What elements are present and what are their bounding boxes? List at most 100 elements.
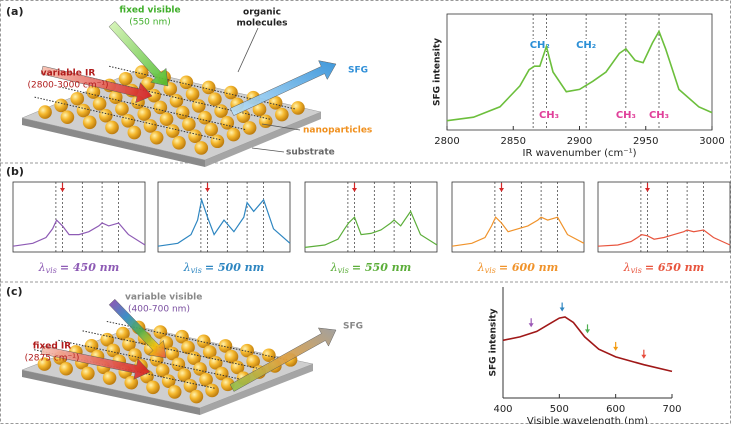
nanoparticle (37, 357, 52, 371)
x-axis-label: IR wavenumber (cm⁻¹) (523, 148, 637, 159)
marker-arrow-head (559, 307, 565, 312)
marker-arrow-head (645, 188, 650, 192)
annotation-bg (615, 109, 636, 121)
wavelength-label: λvis = 500 nm (183, 261, 265, 275)
beam-arrow (229, 60, 337, 116)
nanoparticle (100, 332, 115, 347)
molecule-layer (58, 339, 241, 380)
nanoparticle (181, 340, 195, 355)
nanoparticle (177, 368, 192, 382)
substrate-side (22, 370, 200, 415)
nanoparticle (214, 366, 229, 381)
nanoparticle (102, 371, 117, 385)
wavelength-label: λvis = 650 nm (623, 261, 705, 275)
nanoparticle (86, 85, 101, 99)
nanoparticle (167, 385, 182, 399)
nanoparticle (99, 108, 113, 123)
label-text: = 500 nm (205, 261, 264, 274)
nanoparticle (262, 348, 276, 363)
nanoparticle (153, 325, 168, 339)
nanoparticle (115, 102, 129, 116)
series-line (304, 210, 438, 248)
nanoparticle (82, 115, 97, 130)
nanoparticle (202, 345, 217, 359)
label: organic (243, 8, 281, 18)
beam-arrow (108, 20, 169, 87)
nanoparticle (81, 366, 95, 381)
nanoparticle (124, 375, 139, 390)
wavelength-label: λvis = 450 nm (38, 261, 120, 275)
nanoparticle (208, 92, 222, 107)
x-tick-label: 2950 (633, 136, 658, 147)
nanoparticle (189, 389, 204, 404)
label-subscript: vis (338, 266, 349, 275)
annotation-bg (649, 109, 669, 121)
nanoparticle (224, 85, 238, 100)
nanoparticle (54, 98, 68, 113)
plot-frame (12, 181, 146, 253)
label: variable IR (41, 69, 96, 79)
label: fixed visible (119, 6, 180, 16)
x-tick-label: 3000 (699, 136, 724, 147)
substrate-side (22, 118, 205, 167)
nanoparticle (199, 372, 213, 387)
nanoparticle (204, 122, 218, 137)
nanoparticle (240, 343, 254, 358)
plot-frame (157, 181, 291, 253)
nanoparticle (143, 119, 158, 133)
peak-annotation: CH₃ (616, 110, 636, 121)
label: (400-700 nm) (128, 305, 190, 315)
nanoparticle (198, 110, 212, 125)
beam-arrow (229, 327, 337, 392)
panel-label: (a) (6, 5, 23, 18)
marker-arrow-head (585, 329, 590, 334)
x-tick-label: 600 (606, 404, 625, 415)
nanoparticle (121, 113, 135, 128)
leader (237, 27, 259, 73)
nanoparticle (105, 120, 119, 135)
label: (2875 cm⁻¹) (25, 354, 80, 364)
molecule-layer (59, 86, 247, 131)
diagram-c-labels: variable visible (400-700 nm) fixed IR (… (25, 293, 363, 364)
nanoparticle (205, 383, 219, 398)
nanoparticle (149, 130, 164, 145)
peak-annotation: CH₂ (530, 40, 550, 51)
y-axis-label: SFG intensity (433, 38, 443, 106)
nanoparticle (147, 88, 161, 103)
series-line (597, 229, 731, 247)
nanoparticle (214, 104, 228, 118)
marker-arrow-head (641, 354, 647, 359)
label: (2800-3000 cm⁻¹) (27, 81, 108, 91)
label: (550 nm) (129, 18, 171, 28)
nanoparticle (191, 99, 206, 113)
nanoparticle (220, 377, 235, 392)
beam-arrow (108, 298, 167, 359)
label: nanoparticles (303, 126, 372, 136)
nanoparticle (84, 338, 99, 353)
nanoparticle (179, 75, 194, 90)
label-text: = 450 nm (60, 261, 119, 274)
substrate-side (200, 364, 313, 415)
molecule-layer (109, 65, 296, 110)
leader (251, 147, 285, 153)
diagram-a-labels: fixed visible (550 nm) organic molecules… (27, 6, 372, 158)
nanoparticle (137, 107, 152, 121)
nanoparticle (275, 107, 289, 122)
charts: 2800 2850 2900 2950 3000 IR wavenumber (cm⁻¹)… (12, 13, 731, 424)
label-text: = 650 nm (645, 261, 704, 274)
series-line (446, 29, 713, 122)
label-symbol: λ (38, 261, 46, 274)
label-subscript: vis (191, 266, 202, 275)
series-line (157, 197, 291, 247)
series-line (502, 316, 673, 373)
label: fixed IR (33, 342, 72, 352)
label-symbol: λ (477, 261, 485, 274)
label: SFG (343, 322, 363, 332)
nanoparticle (220, 116, 235, 130)
nanoparticle (201, 80, 216, 95)
nanoparticle (291, 101, 305, 115)
label-subscript: vis (631, 266, 642, 275)
nanoparticle (146, 380, 160, 395)
nanoparticle (268, 96, 283, 110)
nanoparticle (218, 339, 233, 353)
